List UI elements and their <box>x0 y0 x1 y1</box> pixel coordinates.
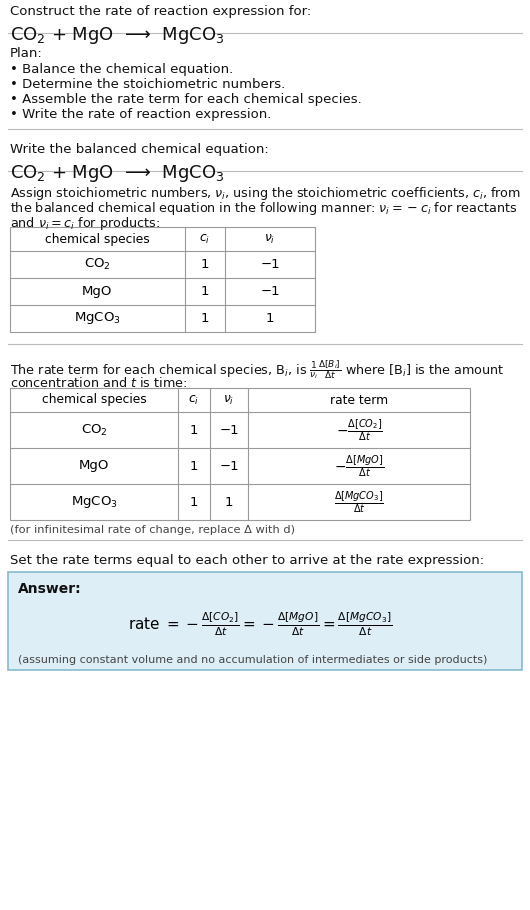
Text: Plan:: Plan: <box>10 47 43 60</box>
Text: $c_i$: $c_i$ <box>199 232 210 246</box>
FancyBboxPatch shape <box>8 572 522 670</box>
Text: $\nu_i$: $\nu_i$ <box>224 393 235 407</box>
Text: −1: −1 <box>260 285 280 298</box>
Text: $-\frac{\Delta[CO_2]}{\Delta t}$: $-\frac{\Delta[CO_2]}{\Delta t}$ <box>335 417 383 443</box>
Text: $\nu_i$: $\nu_i$ <box>264 232 276 246</box>
Text: −1: −1 <box>260 258 280 271</box>
Text: −1: −1 <box>219 460 239 472</box>
Text: MgCO$_3$: MgCO$_3$ <box>74 310 120 327</box>
Text: 1: 1 <box>190 496 198 509</box>
Text: Answer:: Answer: <box>18 582 82 596</box>
Text: chemical species: chemical species <box>45 232 149 246</box>
Text: 1: 1 <box>201 312 209 325</box>
Text: MgCO$_3$: MgCO$_3$ <box>70 494 117 510</box>
Text: 1: 1 <box>201 258 209 271</box>
Text: • Balance the chemical equation.: • Balance the chemical equation. <box>10 63 233 76</box>
Text: the balanced chemical equation in the following manner: $\nu_i = -c_i$ for react: the balanced chemical equation in the fo… <box>10 200 517 217</box>
Text: (assuming constant volume and no accumulation of intermediates or side products): (assuming constant volume and no accumul… <box>18 655 488 665</box>
Text: Construct the rate of reaction expression for:: Construct the rate of reaction expressio… <box>10 5 311 18</box>
Text: MgO: MgO <box>82 285 112 298</box>
Text: The rate term for each chemical species, B$_i$, is $\frac{1}{\nu_i}\frac{\Delta[: The rate term for each chemical species,… <box>10 358 505 380</box>
Text: rate $= -\frac{\Delta[CO_2]}{\Delta t} = -\frac{\Delta[MgO]}{\Delta t} = \frac{\: rate $= -\frac{\Delta[CO_2]}{\Delta t} =… <box>128 611 392 638</box>
Text: −1: −1 <box>219 423 239 437</box>
Text: Set the rate terms equal to each other to arrive at the rate expression:: Set the rate terms equal to each other t… <box>10 554 484 567</box>
Text: (for infinitesimal rate of change, replace Δ with d): (for infinitesimal rate of change, repla… <box>10 525 295 535</box>
Text: 1: 1 <box>266 312 274 325</box>
FancyBboxPatch shape <box>10 227 315 332</box>
Text: CO$_2$ + MgO  ⟶  MgCO$_3$: CO$_2$ + MgO ⟶ MgCO$_3$ <box>10 25 225 46</box>
Text: and $\nu_i = c_i$ for products:: and $\nu_i = c_i$ for products: <box>10 215 160 232</box>
Text: • Write the rate of reaction expression.: • Write the rate of reaction expression. <box>10 108 271 121</box>
Text: 1: 1 <box>225 496 233 509</box>
Text: rate term: rate term <box>330 393 388 407</box>
Text: 1: 1 <box>201 285 209 298</box>
Text: $-\frac{\Delta[MgO]}{\Delta t}$: $-\frac{\Delta[MgO]}{\Delta t}$ <box>334 453 384 479</box>
Text: MgO: MgO <box>79 460 109 472</box>
Text: chemical species: chemical species <box>42 393 146 407</box>
Text: $\frac{\Delta[MgCO_3]}{\Delta t}$: $\frac{\Delta[MgCO_3]}{\Delta t}$ <box>334 490 384 515</box>
Text: $c_i$: $c_i$ <box>189 393 199 407</box>
Text: CO$_2$ + MgO  ⟶  MgCO$_3$: CO$_2$ + MgO ⟶ MgCO$_3$ <box>10 163 225 184</box>
Text: 1: 1 <box>190 423 198 437</box>
Text: • Assemble the rate term for each chemical species.: • Assemble the rate term for each chemic… <box>10 93 362 106</box>
Text: CO$_2$: CO$_2$ <box>81 422 108 438</box>
FancyBboxPatch shape <box>10 388 470 520</box>
Text: CO$_2$: CO$_2$ <box>84 257 110 272</box>
Text: Assign stoichiometric numbers, $\nu_i$, using the stoichiometric coefficients, $: Assign stoichiometric numbers, $\nu_i$, … <box>10 185 521 202</box>
Text: concentration and $t$ is time:: concentration and $t$ is time: <box>10 376 188 390</box>
Text: • Determine the stoichiometric numbers.: • Determine the stoichiometric numbers. <box>10 78 285 91</box>
Text: Write the balanced chemical equation:: Write the balanced chemical equation: <box>10 143 269 156</box>
Text: 1: 1 <box>190 460 198 472</box>
